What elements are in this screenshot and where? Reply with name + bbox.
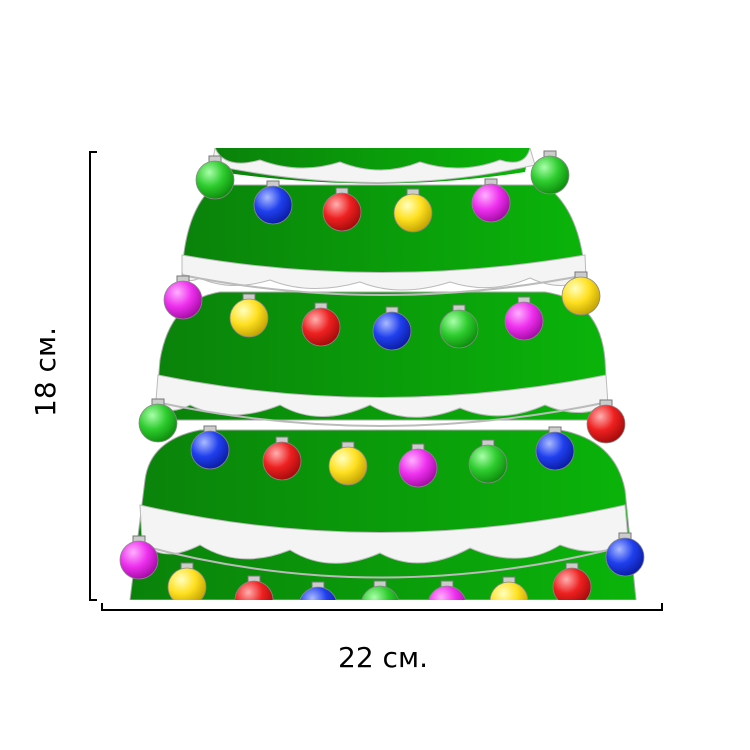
- ornament: [393, 193, 433, 233]
- ornament: [504, 301, 544, 341]
- tree: [129, 148, 637, 600]
- ornament: [229, 298, 269, 338]
- ornament: [299, 586, 337, 600]
- ornament: [195, 160, 235, 200]
- ornament: [552, 567, 592, 600]
- ornament: [262, 441, 302, 481]
- ornaments: [119, 150, 645, 600]
- ornament: [328, 446, 368, 486]
- ornament: [468, 444, 508, 484]
- ornament: [561, 276, 601, 316]
- width-bracket: [101, 603, 663, 611]
- ornament: [586, 404, 626, 444]
- ornament: [361, 585, 399, 600]
- ornament: [119, 540, 159, 580]
- ornament: [163, 280, 203, 320]
- width-label: 22 см.: [338, 641, 428, 674]
- ornament: [489, 581, 529, 600]
- ornament: [471, 183, 511, 223]
- ornament: [301, 307, 341, 347]
- ornament: [138, 403, 178, 443]
- height-bracket: [89, 151, 97, 601]
- ornament: [398, 448, 438, 488]
- ornament: [439, 309, 479, 349]
- height-label: 18 см.: [29, 327, 62, 417]
- ornament: [530, 155, 570, 195]
- ornament: [372, 311, 412, 351]
- ornament: [322, 192, 362, 232]
- ornament: [167, 567, 207, 600]
- ornament: [253, 185, 293, 225]
- ornament: [428, 585, 466, 600]
- ornament: [535, 431, 575, 471]
- ornament: [190, 430, 230, 470]
- ornament: [605, 537, 645, 577]
- ornament: [234, 580, 274, 600]
